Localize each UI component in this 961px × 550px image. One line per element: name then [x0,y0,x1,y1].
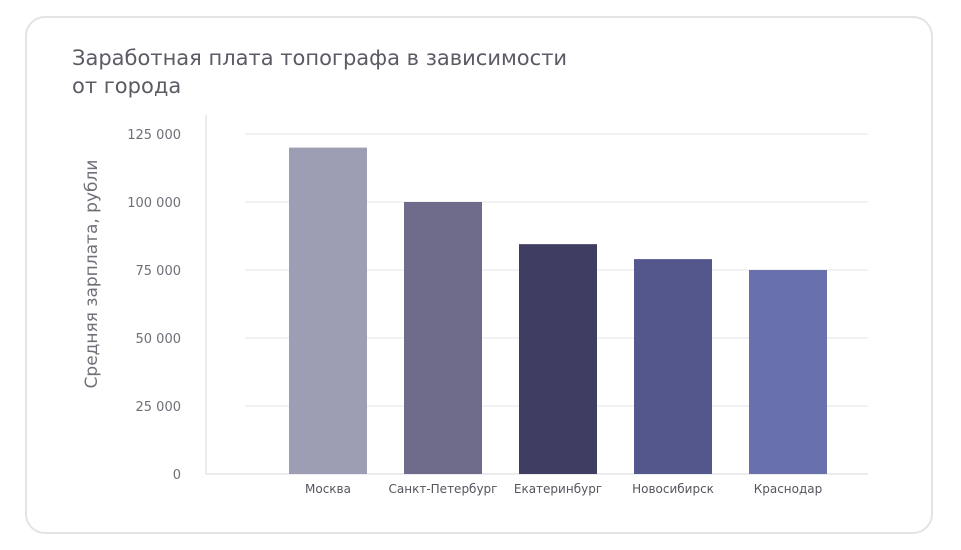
category-label: Санкт-Петербург [389,482,498,496]
y-tick-label: 125 000 [127,128,181,143]
category-label: Москва [305,482,351,496]
y-tick-label: 0 [173,468,181,483]
chart-title: Заработная плата топографа в зависимости… [72,44,672,100]
bars [289,147,827,474]
y-tick-label: 75 000 [136,264,182,279]
chart-title-line-1: Заработная плата топографа в зависимости [72,46,568,70]
bar [634,259,712,474]
category-label: Краснодар [754,482,823,496]
category-labels: Москва Санкт-Петербург Екатеринбург Новосиб… [305,482,822,496]
y-tick-label: 25 000 [136,400,182,415]
bar [404,202,482,474]
category-label: Новосибирск [632,482,714,496]
bar [289,147,367,474]
y-tick-label: 50 000 [136,332,182,347]
y-tick-labels: 0 25 000 50 000 75 000 100 000 125 000 [127,128,181,483]
chart-title-line-2: от города [72,74,182,98]
y-tick-label: 100 000 [127,196,181,211]
y-axis-title: Средняя зарплата, рубли [82,160,102,389]
bar [519,244,597,474]
bar [749,270,827,474]
category-label: Екатеринбург [514,482,602,496]
